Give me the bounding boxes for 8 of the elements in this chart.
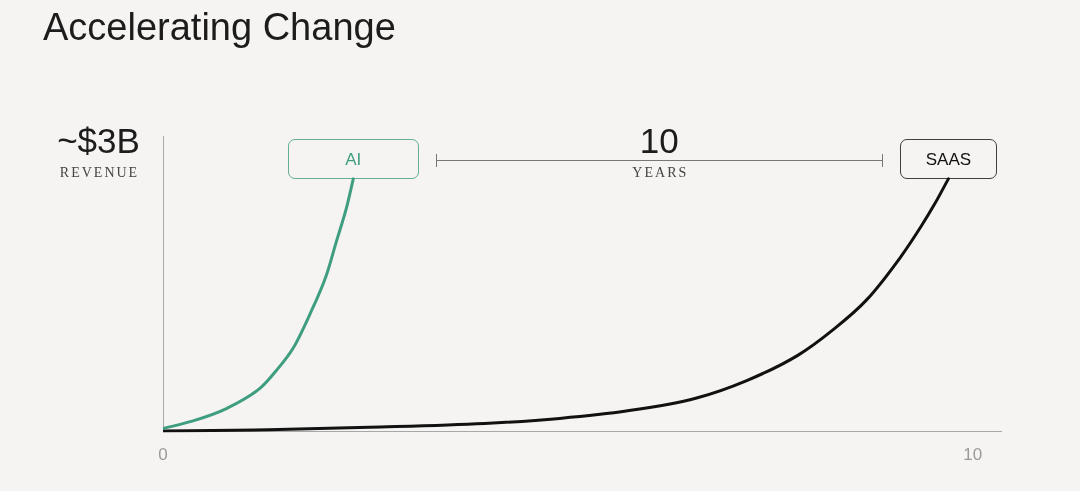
x-tick-label: 0 [158,444,168,464]
text: 10 [639,120,679,160]
series-label: AI [345,149,362,169]
chart-title: Accelerating Change [43,6,396,48]
y-axis-title: REVENUE [59,164,140,180]
text: ~$3B [57,121,140,160]
annotation: YEARS [632,164,689,180]
series-label: SAAS [925,149,972,169]
